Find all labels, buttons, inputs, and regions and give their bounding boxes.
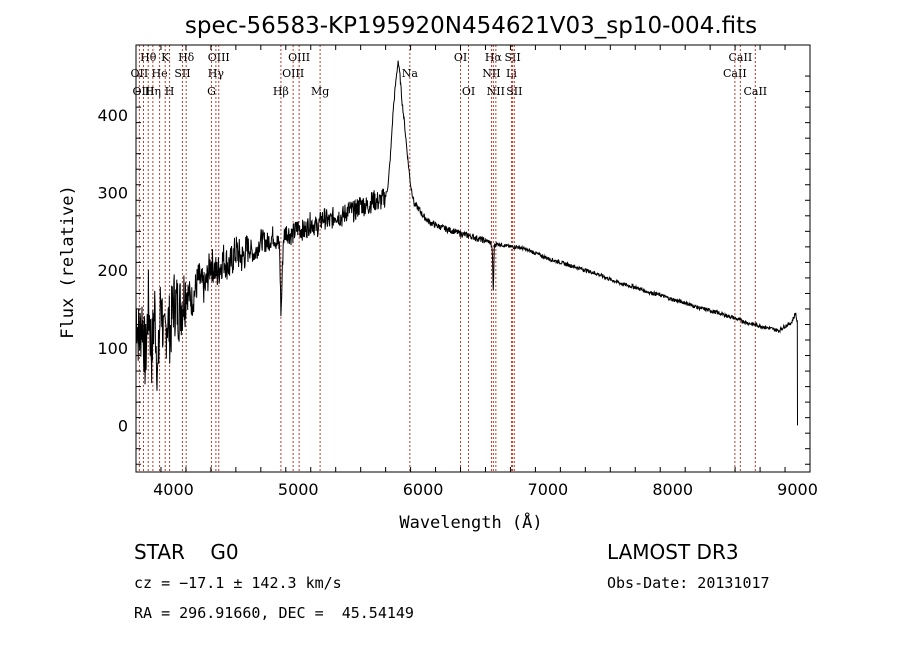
line-marker-label: K (161, 51, 170, 64)
ra-dec: RA = 296.91660, DEC = 45.54149 (134, 604, 414, 622)
object-class: STAR G0 (134, 540, 239, 564)
line-marker-label: Hα (485, 51, 503, 64)
x-axis-label: Wavelength (Å) (399, 511, 542, 533)
redshift-cz: cz = −17.1 ± 142.3 km/s (134, 574, 342, 592)
line-marker-label: H (165, 85, 175, 98)
line-marker-label: Hγ (208, 67, 225, 80)
obs-date: Obs-Date: 20131017 (607, 574, 770, 592)
line-marker-label: Hθ (140, 51, 157, 64)
line-marker-label: SII (506, 85, 522, 98)
line-marker-label: CaII (743, 85, 767, 98)
line-marker-label: Li (506, 67, 517, 80)
x-tick-label: 9000 (777, 480, 818, 499)
line-marker-label: OIII (132, 85, 154, 98)
line-marker-label: OI (454, 51, 467, 64)
line-marker-label: Mg (311, 85, 329, 98)
y-tick-label: 0 (118, 416, 128, 435)
line-marker-label: OI (462, 85, 475, 98)
axes: 4000 5000 6000 7000 8000 9000 0 100 200 300 400 (97, 44, 818, 499)
line-marker-label: Hδ (178, 51, 195, 64)
line-marker-label: CaII (729, 51, 753, 64)
x-tick-label: 7000 (528, 480, 569, 499)
line-marker-label: Na (402, 67, 419, 80)
line-marker-label: He (152, 67, 168, 80)
line-marker-label: Hβ (273, 85, 289, 98)
plot-frame (135, 44, 811, 473)
spectrum-line (135, 60, 798, 426)
line-marker-label: OIII (208, 51, 230, 64)
x-tick-label: 6000 (403, 480, 444, 499)
x-tick-label: 8000 (652, 480, 693, 499)
y-tick-label: 400 (97, 106, 128, 125)
x-tick-label: 4000 (153, 480, 194, 499)
y-tick-label: 100 (97, 339, 128, 358)
y-tick-label: 200 (97, 261, 128, 280)
line-marker-label: G (207, 85, 216, 98)
chart-title: spec-56583-KP195920N454621V03_sp10-004.f… (185, 13, 757, 39)
line-marker-label: SII (504, 51, 520, 64)
line-marker-label: NII (487, 85, 505, 98)
line-marker-label: SII (174, 67, 190, 80)
x-tick-label: 5000 (278, 480, 319, 499)
plot-area (135, 60, 798, 426)
line-marker-label: OIII (282, 67, 304, 80)
line-marker-label: OIII (288, 51, 310, 64)
survey-name: LAMOST DR3 (607, 540, 739, 564)
y-axis-label: Flux (relative) (58, 185, 78, 339)
line-marker-label: CaII (723, 67, 747, 80)
y-tick-label: 300 (97, 184, 128, 203)
line-marker-label: NII (482, 67, 500, 80)
line-marker-label: Hη (145, 85, 161, 98)
line-marker-label: OII (131, 67, 149, 80)
